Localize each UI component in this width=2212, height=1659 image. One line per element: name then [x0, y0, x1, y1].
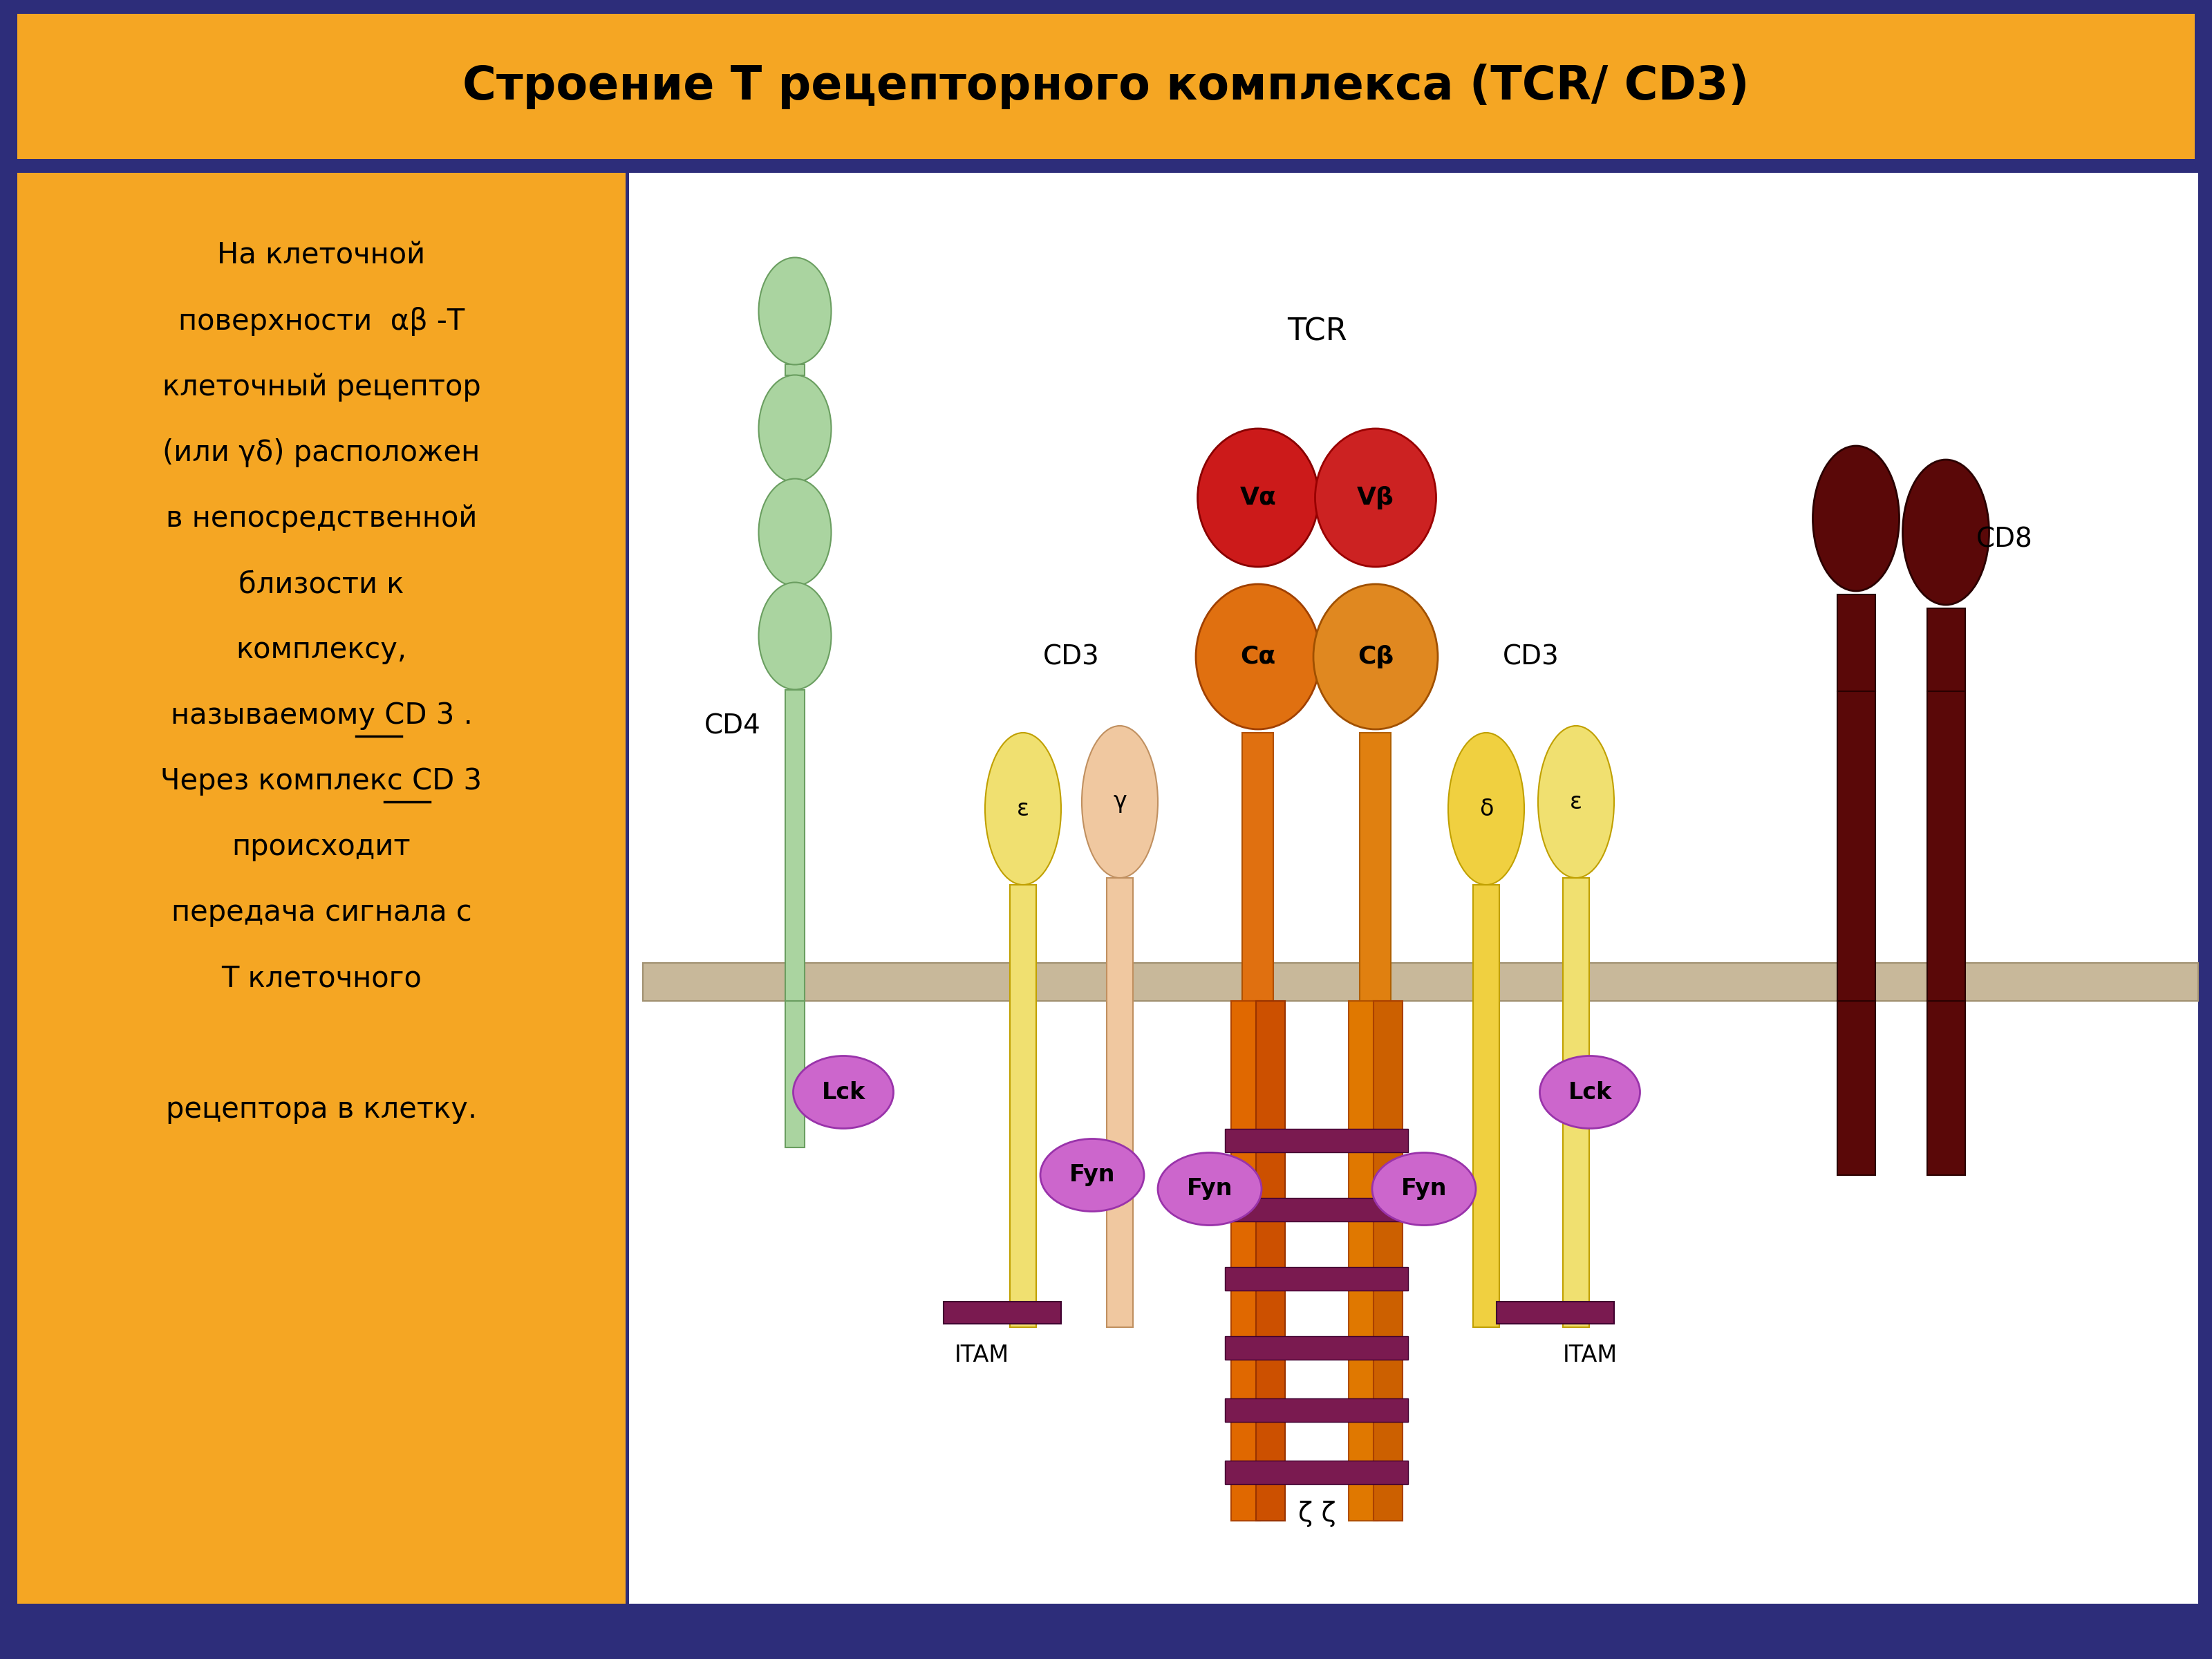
Text: Vα: Vα: [1239, 486, 1276, 509]
Text: TCR: TCR: [1287, 317, 1347, 347]
Bar: [1225, 1460, 1409, 1485]
Bar: [1225, 1335, 1409, 1360]
Text: ε: ε: [1018, 798, 1029, 820]
Bar: [1011, 884, 1035, 1327]
Ellipse shape: [1449, 733, 1524, 884]
Text: CD3: CD3: [1502, 644, 1559, 670]
Ellipse shape: [759, 479, 832, 586]
Text: происходит: происходит: [232, 833, 411, 861]
Bar: [1225, 1198, 1409, 1221]
Text: Lck: Lck: [1568, 1080, 1613, 1103]
Text: Cα: Cα: [1241, 645, 1276, 669]
Text: (или γδ) расположен: (или γδ) расположен: [164, 438, 480, 468]
Text: в непосредственной: в непосредственной: [166, 504, 478, 533]
Ellipse shape: [1371, 1153, 1475, 1226]
FancyBboxPatch shape: [18, 13, 2194, 159]
Bar: [1225, 1128, 1409, 1153]
Text: передача сигнала с: передача сигнала с: [170, 898, 471, 927]
Ellipse shape: [1814, 446, 1900, 591]
Bar: [644, 962, 2199, 1000]
Ellipse shape: [1197, 584, 1321, 730]
Text: ζ ζ: ζ ζ: [1298, 1501, 1336, 1526]
Bar: [1349, 1000, 1378, 1521]
Text: рецептора в клетку.: рецептора в клетку.: [166, 1095, 478, 1125]
Text: Через комплекс CD 3: Через комплекс CD 3: [161, 766, 482, 796]
Bar: [1106, 878, 1133, 1327]
Text: клеточный рецептор: клеточный рецептор: [161, 373, 480, 401]
Text: ITAM: ITAM: [1562, 1344, 1617, 1367]
Bar: [785, 365, 805, 375]
Ellipse shape: [794, 1055, 894, 1128]
Ellipse shape: [1082, 727, 1157, 878]
Text: близости к: близости к: [239, 569, 405, 599]
FancyBboxPatch shape: [18, 173, 626, 1604]
Text: CD8: CD8: [1975, 526, 2033, 552]
Text: Т клеточного: Т клеточного: [221, 964, 422, 992]
Bar: [1927, 692, 1964, 1000]
Text: δ: δ: [1480, 798, 1493, 820]
Bar: [1836, 1000, 1876, 1175]
Ellipse shape: [1040, 1138, 1144, 1211]
Bar: [1498, 1302, 1615, 1324]
Ellipse shape: [759, 582, 832, 690]
Ellipse shape: [1157, 1153, 1261, 1226]
Text: Строение Т рецепторного комплекса (TCR/ CD3): Строение Т рецепторного комплекса (TCR/ …: [462, 63, 1750, 109]
Text: поверхности  αβ -Т: поверхности αβ -Т: [179, 307, 465, 335]
Bar: [1360, 733, 1391, 1000]
Text: γ: γ: [1113, 790, 1126, 813]
Ellipse shape: [1540, 1055, 1639, 1128]
Ellipse shape: [759, 257, 832, 365]
Bar: [1225, 1399, 1409, 1422]
Ellipse shape: [1902, 460, 1989, 606]
Bar: [1225, 1267, 1409, 1291]
Text: Vβ: Vβ: [1356, 486, 1394, 509]
Ellipse shape: [759, 375, 832, 483]
Bar: [1243, 733, 1274, 1000]
Bar: [1564, 878, 1588, 1327]
Bar: [785, 1000, 805, 1148]
FancyBboxPatch shape: [628, 173, 2199, 1604]
Text: называемому CD 3 .: называемому CD 3 .: [170, 700, 473, 730]
Bar: [1374, 1000, 1402, 1521]
Bar: [1836, 692, 1876, 1000]
Bar: [1927, 1000, 1964, 1175]
Bar: [1927, 609, 1964, 692]
Text: CD4: CD4: [703, 713, 761, 738]
Text: комплексу,: комплексу,: [237, 635, 407, 664]
Bar: [1232, 1000, 1261, 1521]
Ellipse shape: [1316, 428, 1436, 567]
Text: Cβ: Cβ: [1358, 645, 1394, 669]
Text: CD3: CD3: [1044, 644, 1099, 670]
Bar: [1256, 1000, 1285, 1521]
Text: Lck: Lck: [821, 1080, 865, 1103]
Text: ε: ε: [1571, 790, 1582, 813]
Ellipse shape: [1197, 428, 1318, 567]
Text: На клеточной: На клеточной: [217, 241, 425, 270]
Bar: [945, 1302, 1062, 1324]
Text: Fyn: Fyn: [1186, 1178, 1232, 1201]
Ellipse shape: [984, 733, 1062, 884]
Ellipse shape: [1314, 584, 1438, 730]
Bar: [1836, 594, 1876, 692]
Ellipse shape: [1537, 727, 1615, 878]
Text: Fyn: Fyn: [1068, 1163, 1115, 1186]
Bar: [785, 690, 805, 1000]
Bar: [1473, 884, 1500, 1327]
Text: ITAM: ITAM: [953, 1344, 1009, 1367]
Text: Fyn: Fyn: [1400, 1178, 1447, 1201]
